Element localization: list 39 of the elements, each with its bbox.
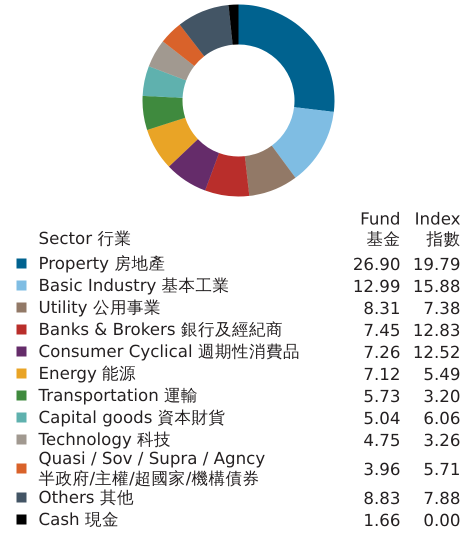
text: 7.88 xyxy=(423,489,461,508)
data-label: 7.45 xyxy=(363,321,401,340)
legend-label: Energy 能源 xyxy=(38,364,136,383)
data-label: 5.04 xyxy=(363,409,401,428)
legend-label: Technology 科技 xyxy=(38,430,172,449)
legend-label: Consumer Cyclical 週期性消費品 xyxy=(38,342,300,361)
data-label: 7.26 xyxy=(363,343,401,362)
legend-label: Capital goods 資本財貨 xyxy=(38,408,226,427)
text: 0.00 xyxy=(423,511,461,530)
data-label: 8.83 xyxy=(363,489,401,508)
text: 5.71 xyxy=(423,460,461,479)
legend-label: Quasi / Sov / Supra / Agncy 半政府/主權/超國家/機構債券 xyxy=(38,449,266,488)
data-label: 7.12 xyxy=(363,365,401,384)
text: 19.79 xyxy=(412,255,461,274)
legend-label: Banks & Brokers 銀行及經紀商 xyxy=(38,320,283,339)
data-label: 12.99 xyxy=(352,277,401,296)
data-label: 3.96 xyxy=(363,460,401,479)
data-label: 26.90 xyxy=(352,255,401,274)
legend-title: Sector 行業 xyxy=(38,229,132,248)
legend-label: Utility 公用事業 xyxy=(38,298,161,317)
data-label: 4.75 xyxy=(363,431,401,450)
legend-label: Cash 現金 xyxy=(38,510,119,529)
text: 6.06 xyxy=(423,409,461,428)
legend-label: Property 房地產 xyxy=(38,254,166,273)
text: 7.38 xyxy=(423,299,461,318)
data-label: 5.73 xyxy=(363,387,401,406)
data-label: 1.66 xyxy=(363,511,401,530)
data-label: 8.31 xyxy=(363,299,401,318)
text: 12.52 xyxy=(412,343,461,362)
legend-label: Basic Industry 基本工業 xyxy=(38,276,230,295)
text: 12.83 xyxy=(412,321,461,340)
text: 3.26 xyxy=(423,431,461,450)
text: Fund 基金 xyxy=(360,210,401,248)
text: 5.49 xyxy=(423,365,461,384)
legend-label: Others 其他 xyxy=(38,488,134,507)
text: Index 指數 xyxy=(414,210,461,248)
text: 3.20 xyxy=(423,387,461,406)
text: 15.88 xyxy=(412,277,461,296)
legend-label: Transportation 運輸 xyxy=(38,386,198,405)
